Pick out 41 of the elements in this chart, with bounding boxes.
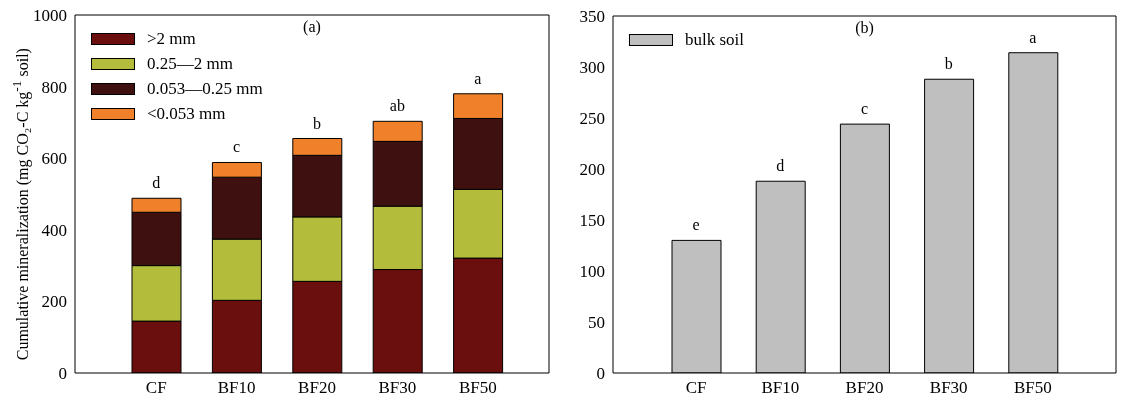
y-tick-label: 1000	[33, 6, 67, 26]
annotation: b	[944, 55, 953, 73]
y-tick-label: 800	[41, 77, 67, 97]
x-tick-label: BF30	[929, 378, 968, 398]
chart-title: (a)	[303, 18, 321, 35]
annotation: a	[1029, 28, 1037, 46]
annotation: e	[692, 216, 700, 234]
y-tick-label: 150	[579, 211, 605, 231]
x-tick-label: BF20	[845, 378, 884, 398]
y-tick-label: 200	[579, 160, 605, 180]
annotation: c	[233, 138, 241, 156]
x-tick-label: BF50	[1014, 378, 1052, 398]
annotation: d	[776, 157, 785, 175]
y-tick-label: 600	[41, 149, 67, 169]
x-tick-label: BF10	[761, 378, 800, 398]
x-tick-label: BF50	[458, 378, 497, 398]
annotation: ab	[389, 97, 405, 115]
y-tick-label: 50	[588, 313, 605, 333]
x-tick-label: CF	[685, 378, 707, 398]
y-tick-label: 0	[596, 364, 605, 384]
x-tick-label: BF10	[217, 378, 256, 398]
x-tick-label: BF20	[298, 378, 336, 398]
y-tick-label: 250	[579, 109, 605, 129]
annotation: b	[313, 114, 321, 132]
legend-label: >2 mm	[147, 28, 196, 49]
legend-label: bulk soil	[685, 29, 745, 50]
x-tick-label: CF	[145, 378, 167, 398]
legend-label: 0.053—0.25 mm	[147, 78, 263, 99]
annotation: c	[860, 100, 869, 118]
legend-label: 0.25—2 mm	[147, 53, 233, 74]
y-tick-label: 300	[579, 58, 605, 78]
annotation: d	[152, 174, 161, 192]
x-tick-label: BF30	[378, 378, 417, 398]
y-tick-label: 0	[58, 364, 67, 384]
y-tick-label: 350	[579, 7, 605, 27]
chart-title: (b)	[855, 19, 874, 36]
y-tick-label: 400	[41, 220, 67, 240]
annotation: a	[474, 69, 482, 87]
y-tick-label: 100	[579, 262, 605, 282]
legend-label: <0.053 mm	[147, 103, 226, 124]
y-tick-label: 200	[41, 292, 67, 312]
